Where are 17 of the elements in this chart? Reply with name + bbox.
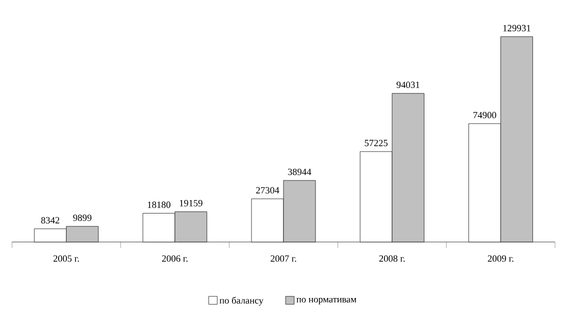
data-label: 74900 — [474, 112, 496, 118]
data-label: 8342 — [41, 217, 60, 224]
data-label: 18180 — [148, 202, 170, 208]
data-label: 9899 — [73, 214, 92, 221]
data-label: 129931 — [503, 24, 530, 32]
x-tick-label: 2005 г. — [53, 255, 79, 262]
x-tick-label: 2009 г. — [488, 255, 514, 262]
data-label: 94031 — [396, 82, 420, 88]
legend-label: по балансу — [220, 296, 264, 306]
x-tick-label: 2006 г. — [162, 255, 188, 262]
x-tick-label: 2007 г. — [270, 255, 296, 262]
data-label: 19159 — [180, 200, 202, 206]
data-label: 27304 — [256, 187, 280, 194]
legend-label: по нормативам — [296, 298, 356, 304]
data-label: 57225 — [364, 140, 388, 146]
data-label: 38944 — [288, 168, 312, 176]
x-tick-label: 2008 г. — [379, 255, 405, 262]
